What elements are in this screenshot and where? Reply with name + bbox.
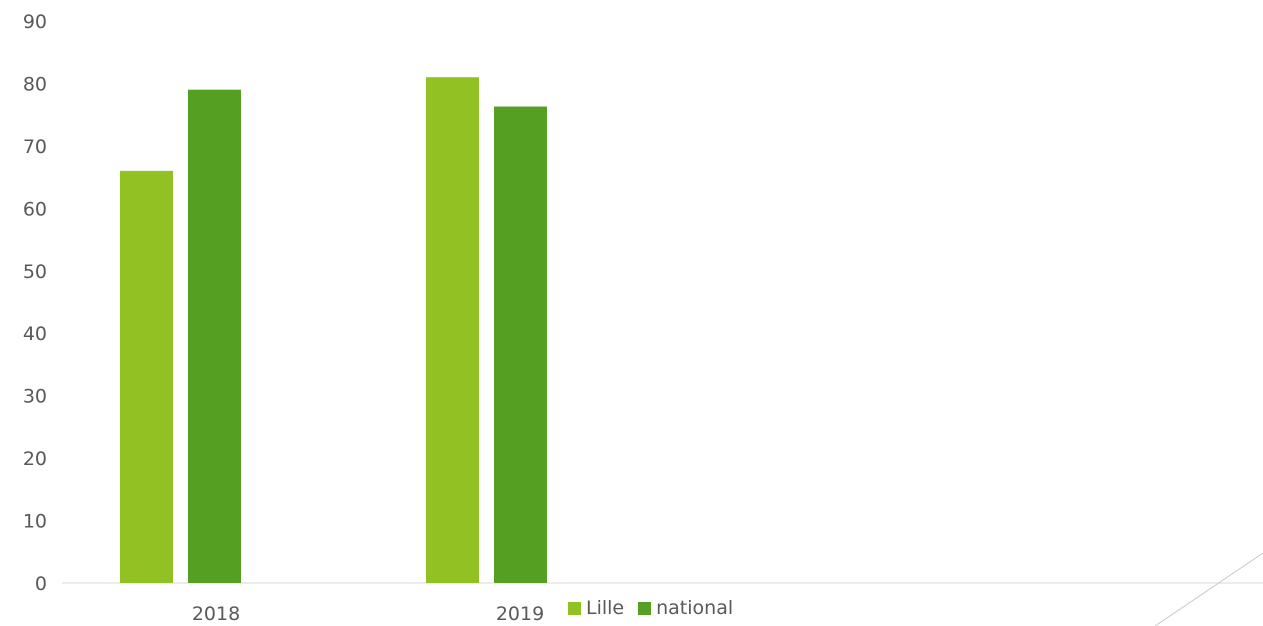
- y-tick-label-20: 20: [23, 448, 47, 470]
- y-tick-label-10: 10: [23, 511, 47, 533]
- bar-national-2019: [494, 106, 547, 583]
- legend-label-lille: Lille: [586, 597, 625, 619]
- bars: [120, 77, 547, 583]
- y-tick-label-40: 40: [23, 323, 47, 345]
- legend-swatch-lille: [568, 601, 581, 615]
- legend: Lille national: [568, 597, 733, 619]
- x-tick-label-2019: 2019: [496, 603, 544, 625]
- legend-item-lille: Lille: [568, 597, 624, 619]
- legend-swatch-national: [638, 601, 652, 615]
- bar-lille-2019: [426, 77, 479, 583]
- y-tick-label-60: 60: [23, 198, 47, 220]
- y-axis-tick-labels: 0 10 20 30 40 50 60 70 80 90: [23, 11, 47, 595]
- legend-label-national: national: [656, 597, 734, 619]
- y-tick-label-30: 30: [23, 386, 47, 408]
- y-tick-label-0: 0: [35, 573, 47, 595]
- x-tick-label-2018: 2018: [192, 603, 240, 625]
- x-axis-tick-labels: 2018 2019: [192, 603, 544, 625]
- y-tick-label-80: 80: [23, 73, 47, 95]
- y-tick-label-90: 90: [23, 11, 47, 33]
- y-tick-label-70: 70: [23, 136, 47, 158]
- legend-item-national: national: [638, 597, 733, 619]
- decorative-diagonal-line: [1154, 552, 1263, 626]
- bar-national-2018: [188, 89, 241, 583]
- bar-lille-2018: [120, 170, 173, 583]
- y-tick-label-50: 50: [23, 261, 47, 283]
